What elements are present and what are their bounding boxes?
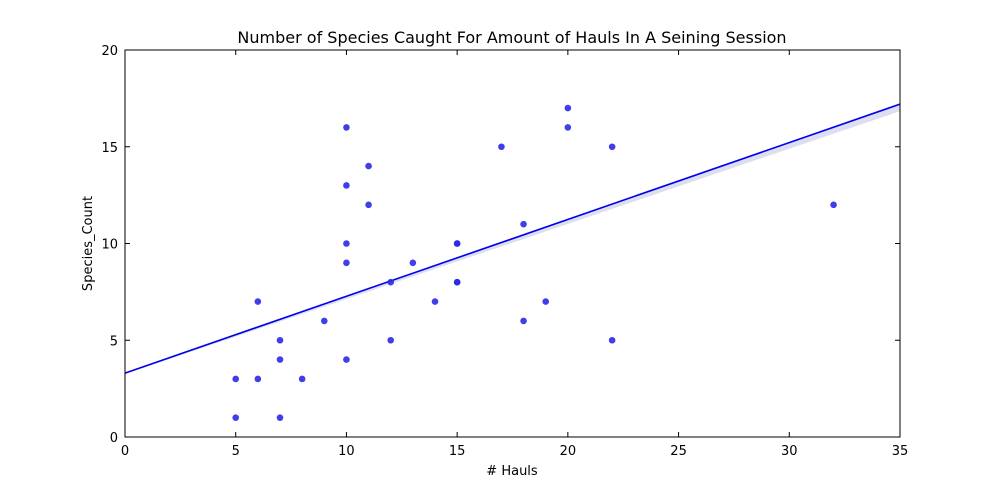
x-tick-label: 35 bbox=[892, 444, 909, 459]
data-point bbox=[365, 201, 372, 209]
data-point bbox=[320, 317, 328, 325]
x-tick-label: 0 bbox=[121, 444, 129, 459]
y-tick-label: 5 bbox=[110, 334, 118, 349]
data-point bbox=[343, 240, 350, 247]
data-point bbox=[387, 336, 395, 344]
x-axis-ticks: 0 5 10 15 20 25 30 35 bbox=[121, 50, 908, 459]
data-point bbox=[276, 414, 284, 421]
data-point bbox=[520, 317, 527, 325]
x-tick-label: 30 bbox=[781, 444, 798, 459]
data-points bbox=[232, 104, 837, 421]
y-axis-label: Species_Count bbox=[81, 196, 96, 291]
data-point bbox=[608, 336, 616, 344]
data-point bbox=[276, 356, 284, 363]
data-point bbox=[254, 375, 262, 383]
data-point bbox=[542, 298, 550, 305]
y-tick-label: 0 bbox=[110, 431, 118, 446]
data-point bbox=[343, 259, 350, 267]
y-tick-label: 10 bbox=[101, 238, 118, 253]
data-point bbox=[520, 220, 527, 228]
data-point bbox=[365, 162, 372, 170]
data-point bbox=[276, 336, 284, 344]
x-tick-label: 20 bbox=[560, 444, 577, 459]
data-point bbox=[564, 124, 572, 131]
x-tick-label: 5 bbox=[232, 444, 240, 459]
y-tick-label: 15 bbox=[101, 141, 118, 156]
data-point bbox=[254, 298, 262, 305]
x-tick-label: 15 bbox=[449, 444, 466, 459]
regression-line bbox=[124, 103, 901, 374]
data-point bbox=[343, 356, 350, 363]
data-point bbox=[298, 375, 306, 383]
data-point bbox=[498, 143, 505, 151]
data-point bbox=[453, 278, 461, 286]
regression-line-group bbox=[124, 103, 901, 374]
x-axis-label: # Hauls bbox=[486, 464, 538, 479]
chart-title: Number of Species Caught For Amount of H… bbox=[237, 28, 786, 47]
data-point bbox=[387, 278, 395, 286]
x-tick-label: 25 bbox=[670, 444, 687, 459]
data-point bbox=[409, 259, 417, 267]
y-axis-ticks: 0 5 10 15 20 bbox=[101, 44, 900, 446]
data-point bbox=[232, 414, 240, 421]
data-point bbox=[431, 298, 439, 305]
data-point bbox=[343, 182, 350, 189]
data-point bbox=[343, 124, 350, 131]
data-point bbox=[453, 240, 461, 247]
data-point bbox=[564, 104, 572, 112]
data-point bbox=[830, 201, 837, 209]
data-point bbox=[232, 375, 240, 383]
y-tick-label: 20 bbox=[101, 44, 118, 59]
data-point bbox=[608, 143, 616, 151]
x-tick-label: 10 bbox=[338, 444, 355, 459]
plot-frame bbox=[124, 49, 901, 438]
